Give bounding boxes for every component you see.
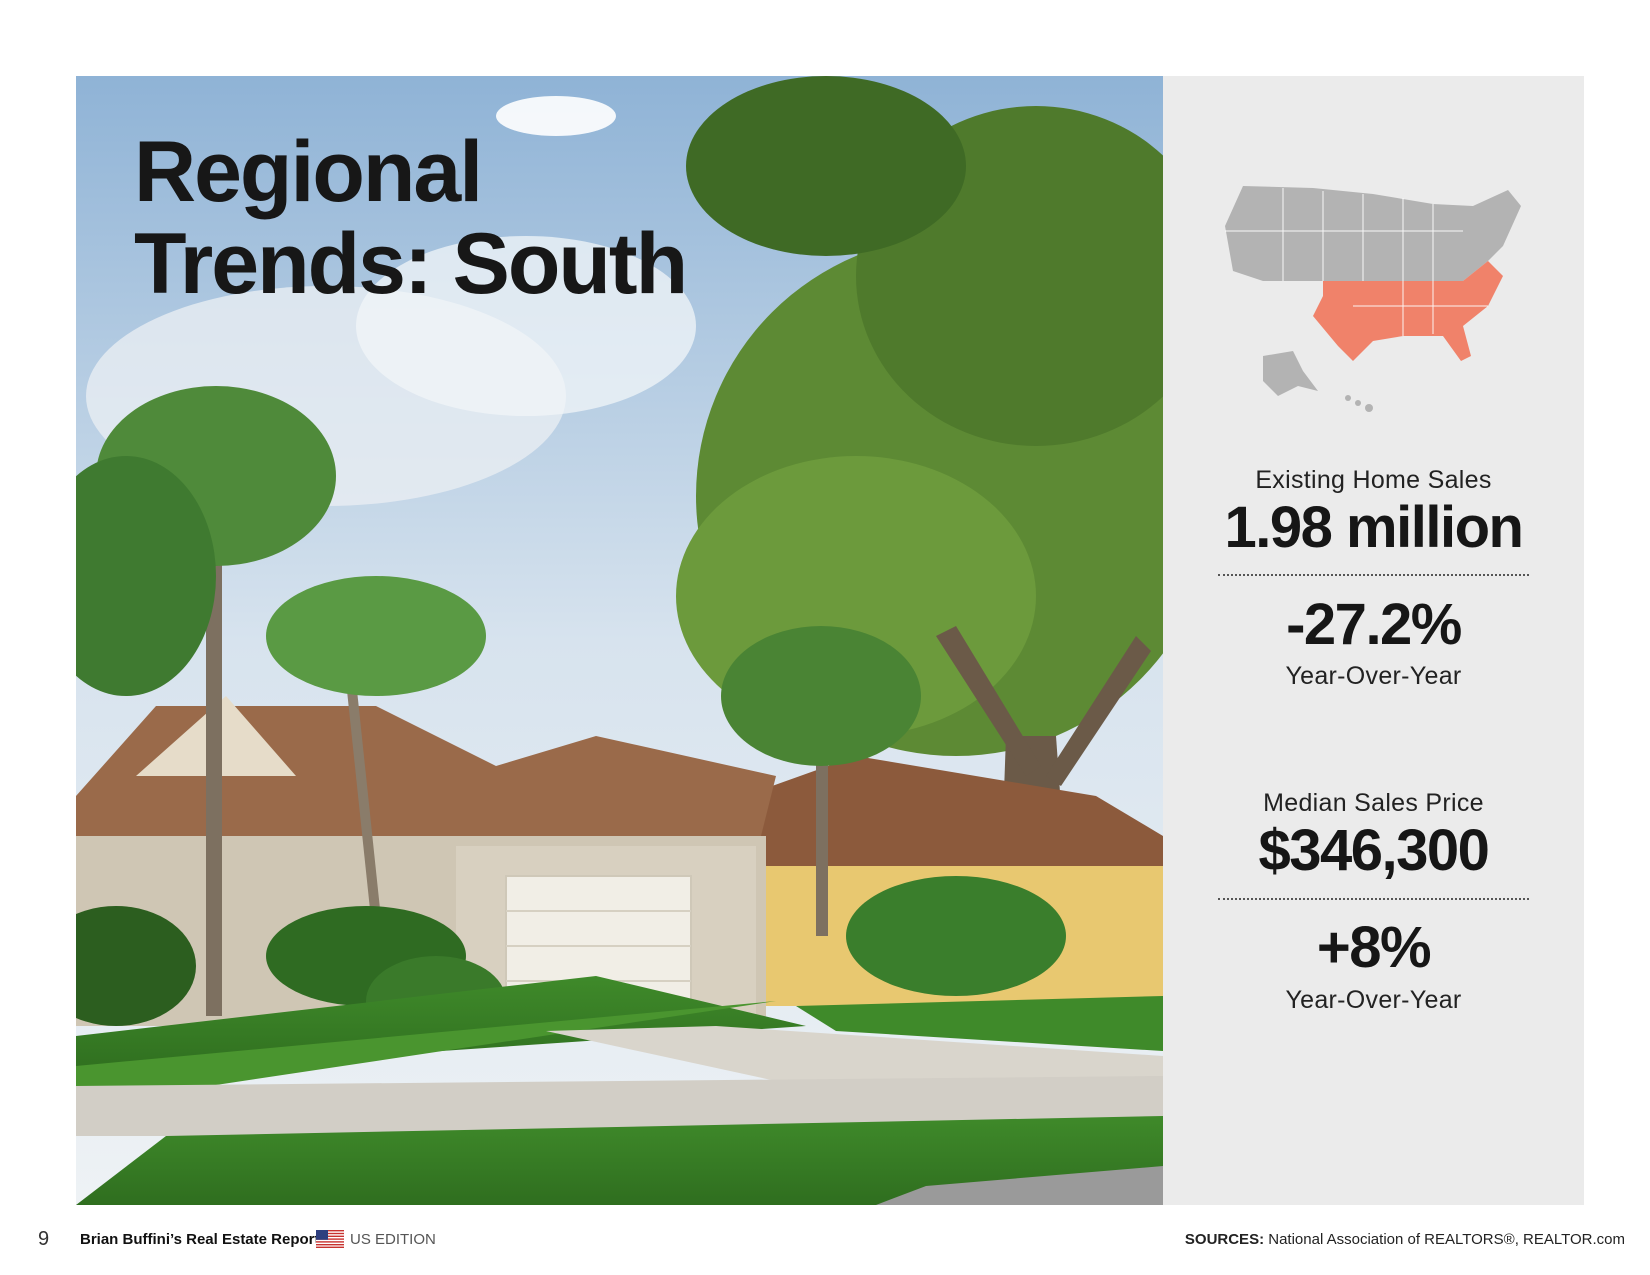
title-line-2: Trends: South: [134, 216, 688, 312]
median-price-label: Median Sales Price: [1263, 789, 1484, 817]
divider-1: [1218, 574, 1529, 576]
median-price-change-label: Year-Over-Year: [1285, 986, 1462, 1014]
title-line-1: Regional: [134, 124, 483, 220]
hero-photo: Regional Trends: South: [76, 76, 1163, 1205]
median-price-change: +8%: [1316, 915, 1432, 980]
existing-sales-change: -27.2%: [1286, 592, 1462, 657]
existing-sales-value: 1.98 million: [1224, 495, 1524, 560]
divider-2: [1218, 898, 1529, 900]
us-map-icon: [1225, 186, 1521, 412]
existing-sales-label: Existing Home Sales: [1255, 466, 1492, 494]
page-number: 9: [38, 1228, 50, 1250]
edition-label: US EDITION: [350, 1231, 436, 1248]
sources-line: SOURCES: National Association of REALTOR…: [1185, 1231, 1625, 1248]
page-title: Regional Trends: South: [134, 124, 688, 312]
house-illustration: [76, 76, 1163, 1205]
existing-sales-change-label: Year-Over-Year: [1285, 662, 1462, 690]
stats-panel: Existing Home Sales 1.98 million -27.2% …: [1163, 76, 1584, 1205]
us-flag-icon: [316, 1230, 344, 1248]
report-title: Brian Buffini’s Real Estate Report: [80, 1231, 320, 1248]
sources-text: National Association of REALTORS®, REALT…: [1268, 1231, 1625, 1248]
median-price-value: $346,300: [1258, 818, 1490, 883]
sources-label: SOURCES:: [1184, 1231, 1265, 1248]
page-footer: 9 Brian Buffini’s Real Estate Report US …: [0, 1228, 1650, 1258]
